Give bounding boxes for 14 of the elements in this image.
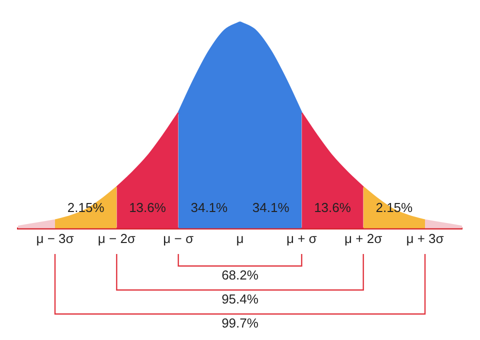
annotation: 34.1% [190, 200, 228, 215]
text: 95.4% [222, 292, 259, 307]
annotation: 34.1% [252, 200, 290, 215]
annotation: 13.6% [314, 200, 352, 215]
x-tick-label: μ [236, 230, 244, 246]
x-tick-label: μ + σ [286, 230, 317, 246]
text: 68.2% [222, 268, 259, 283]
x-tick-label: μ + 2σ [344, 230, 382, 246]
x-tick-label: μ − σ [163, 230, 194, 246]
x-tick-label: μ + 3σ [406, 230, 444, 246]
text: 99.7% [222, 316, 259, 331]
x-tick-label: μ − 2σ [98, 230, 136, 246]
x-tick-label: μ − 3σ [36, 230, 74, 246]
annotation: 13.6% [129, 200, 166, 215]
